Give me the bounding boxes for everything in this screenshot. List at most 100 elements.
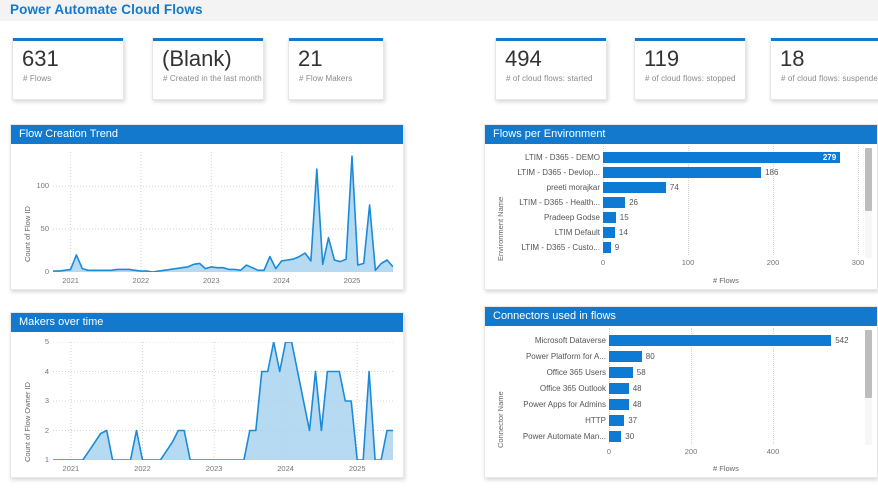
bar[interactable] <box>603 242 611 253</box>
gridlines <box>53 152 393 272</box>
bar[interactable] <box>609 366 633 378</box>
vertical-scrollbar-thumb[interactable] <box>865 330 872 398</box>
bar-category-label: LTIM Default <box>554 228 600 237</box>
area-chart-svg <box>53 152 393 272</box>
x-tick-label: 200 <box>766 258 780 267</box>
bar[interactable] <box>603 212 616 223</box>
vertical-scrollbar-track[interactable] <box>865 148 872 258</box>
panel-title: Connectors used in flows <box>485 307 877 326</box>
title-band <box>0 0 878 21</box>
bar[interactable] <box>609 414 625 426</box>
kpi-label: # Flows <box>23 73 52 83</box>
chart-makers-over-time: Count of Flow Owner ID Created on (Month… <box>11 332 403 477</box>
bar[interactable] <box>609 430 622 442</box>
panel-title: Flow Creation Trend <box>11 125 403 144</box>
y-axis-title: Count of Flow Owner ID <box>23 381 32 462</box>
bar-value-label: 30 <box>625 431 635 441</box>
gridline <box>688 146 689 255</box>
bar-value-label: 542 <box>835 335 849 345</box>
panel-flows-per-environment[interactable]: Flows per Environment Environment Name #… <box>484 124 878 290</box>
kpi-accent-bar <box>496 38 606 41</box>
bar-value-label: 14 <box>618 228 628 237</box>
plot-area <box>53 152 393 272</box>
bar[interactable] <box>603 182 666 193</box>
kpi-value: 21 <box>298 46 323 71</box>
bar[interactable] <box>609 398 629 410</box>
x-tick-label: 2023 <box>205 464 223 473</box>
x-axis-title: # Flows <box>713 464 739 473</box>
bar-value-label: 58 <box>636 367 646 377</box>
vertical-scrollbar-thumb[interactable] <box>865 148 872 211</box>
y-tick-label: 1 <box>44 455 49 464</box>
kpi-value: 119 <box>644 46 680 71</box>
bar[interactable] <box>609 350 642 362</box>
y-tick-label: 50 <box>40 224 49 234</box>
vertical-scrollbar-track[interactable] <box>865 330 872 445</box>
y-axis-title: Count of Flow ID <box>23 206 32 262</box>
kpi-accent-bar <box>13 38 123 41</box>
panel-title: Makers over time <box>11 313 403 332</box>
chart-flows-per-environment: Environment Name # Flows LTIM - D365 - D… <box>485 144 877 289</box>
bar-category-label: HTTP <box>585 415 606 425</box>
kpi-value: (Blank) <box>162 46 232 71</box>
kpi-card-flows-stopped[interactable]: 119 # of cloud flows: stopped <box>634 38 746 100</box>
kpi-accent-bar <box>289 38 383 41</box>
x-tick-label: 0 <box>606 447 612 456</box>
x-tick-label: 2024 <box>277 464 294 473</box>
panel-flow-creation-trend[interactable]: Flow Creation Trend Count of Flow ID Cre… <box>10 124 404 290</box>
bar-category-label: LTIM - D365 - DEMO <box>525 153 600 162</box>
kpi-card-flows-suspended[interactable]: 18 # of cloud flows: suspended <box>770 38 878 100</box>
bar[interactable] <box>603 227 615 238</box>
bar[interactable] <box>609 334 832 346</box>
x-tick-label: 2024 <box>273 276 290 285</box>
kpi-label: # of cloud flows: suspended <box>781 73 878 83</box>
x-tick-label: 2021 <box>62 464 80 473</box>
gridline <box>773 146 774 255</box>
panel-connectors-used-in-flows[interactable]: Connectors used in flows Connector Name … <box>484 306 878 478</box>
kpi-accent-bar <box>635 38 745 41</box>
bar[interactable] <box>603 167 762 178</box>
x-tick-label: 0 <box>600 258 606 267</box>
x-tick-label: 2022 <box>134 464 151 473</box>
x-tick-label: 400 <box>766 447 780 456</box>
bar-value-label: 80 <box>645 351 655 361</box>
page-title: Power Automate Cloud Flows <box>10 2 203 17</box>
kpi-value: 631 <box>22 46 59 71</box>
bar[interactable] <box>609 382 629 394</box>
chart-connectors-used-in-flows: Connector Name # Flows Microsoft Dataver… <box>485 326 877 477</box>
bar-category-label: Power Apps for Admins <box>523 399 606 409</box>
bar-value-label: 9 <box>614 243 620 252</box>
bar-category-label: Pradeep Godse <box>543 213 600 222</box>
x-tick-label: 2025 <box>348 464 366 473</box>
bar-value-label: 37 <box>628 415 638 425</box>
bar-value-label: 186 <box>765 168 779 177</box>
bar[interactable] <box>603 152 841 163</box>
kpi-label: # Created in the last month <box>163 73 262 83</box>
gridline <box>691 328 692 444</box>
bar-value-label: 15 <box>619 213 629 222</box>
kpi-card-flows[interactable]: 631 # Flows <box>12 38 124 100</box>
kpi-label: # of cloud flows: started <box>506 73 593 83</box>
area-fill <box>53 156 393 272</box>
y-axis-title: Connector Name <box>496 391 505 448</box>
y-tick-label: 2 <box>44 425 49 435</box>
kpi-card-flow-makers[interactable]: 21 # Flow Makers <box>288 38 384 100</box>
kpi-value: 494 <box>505 46 542 71</box>
area-chart-svg <box>53 342 393 460</box>
bar-value-label: 26 <box>629 198 638 207</box>
gridline <box>858 146 859 255</box>
area-fill <box>53 342 393 460</box>
kpi-accent-bar <box>771 38 878 41</box>
bar-category-label: Microsoft Dataverse <box>534 335 606 345</box>
kpi-card-created-last-month[interactable]: (Blank) # Created in the last month <box>152 38 264 100</box>
bar-value-label: 48 <box>632 383 642 393</box>
trend-line <box>53 155 393 272</box>
bar-category-label: Office 365 Outlook <box>539 383 606 393</box>
kpi-value: 18 <box>780 46 805 71</box>
panel-makers-over-time[interactable]: Makers over time Count of Flow Owner ID … <box>10 312 404 478</box>
bar[interactable] <box>603 197 626 208</box>
kpi-card-flows-started[interactable]: 494 # of cloud flows: started <box>495 38 607 100</box>
bar-category-label: preeti morajkar <box>546 183 600 192</box>
x-tick-label: 2025 <box>343 276 361 285</box>
